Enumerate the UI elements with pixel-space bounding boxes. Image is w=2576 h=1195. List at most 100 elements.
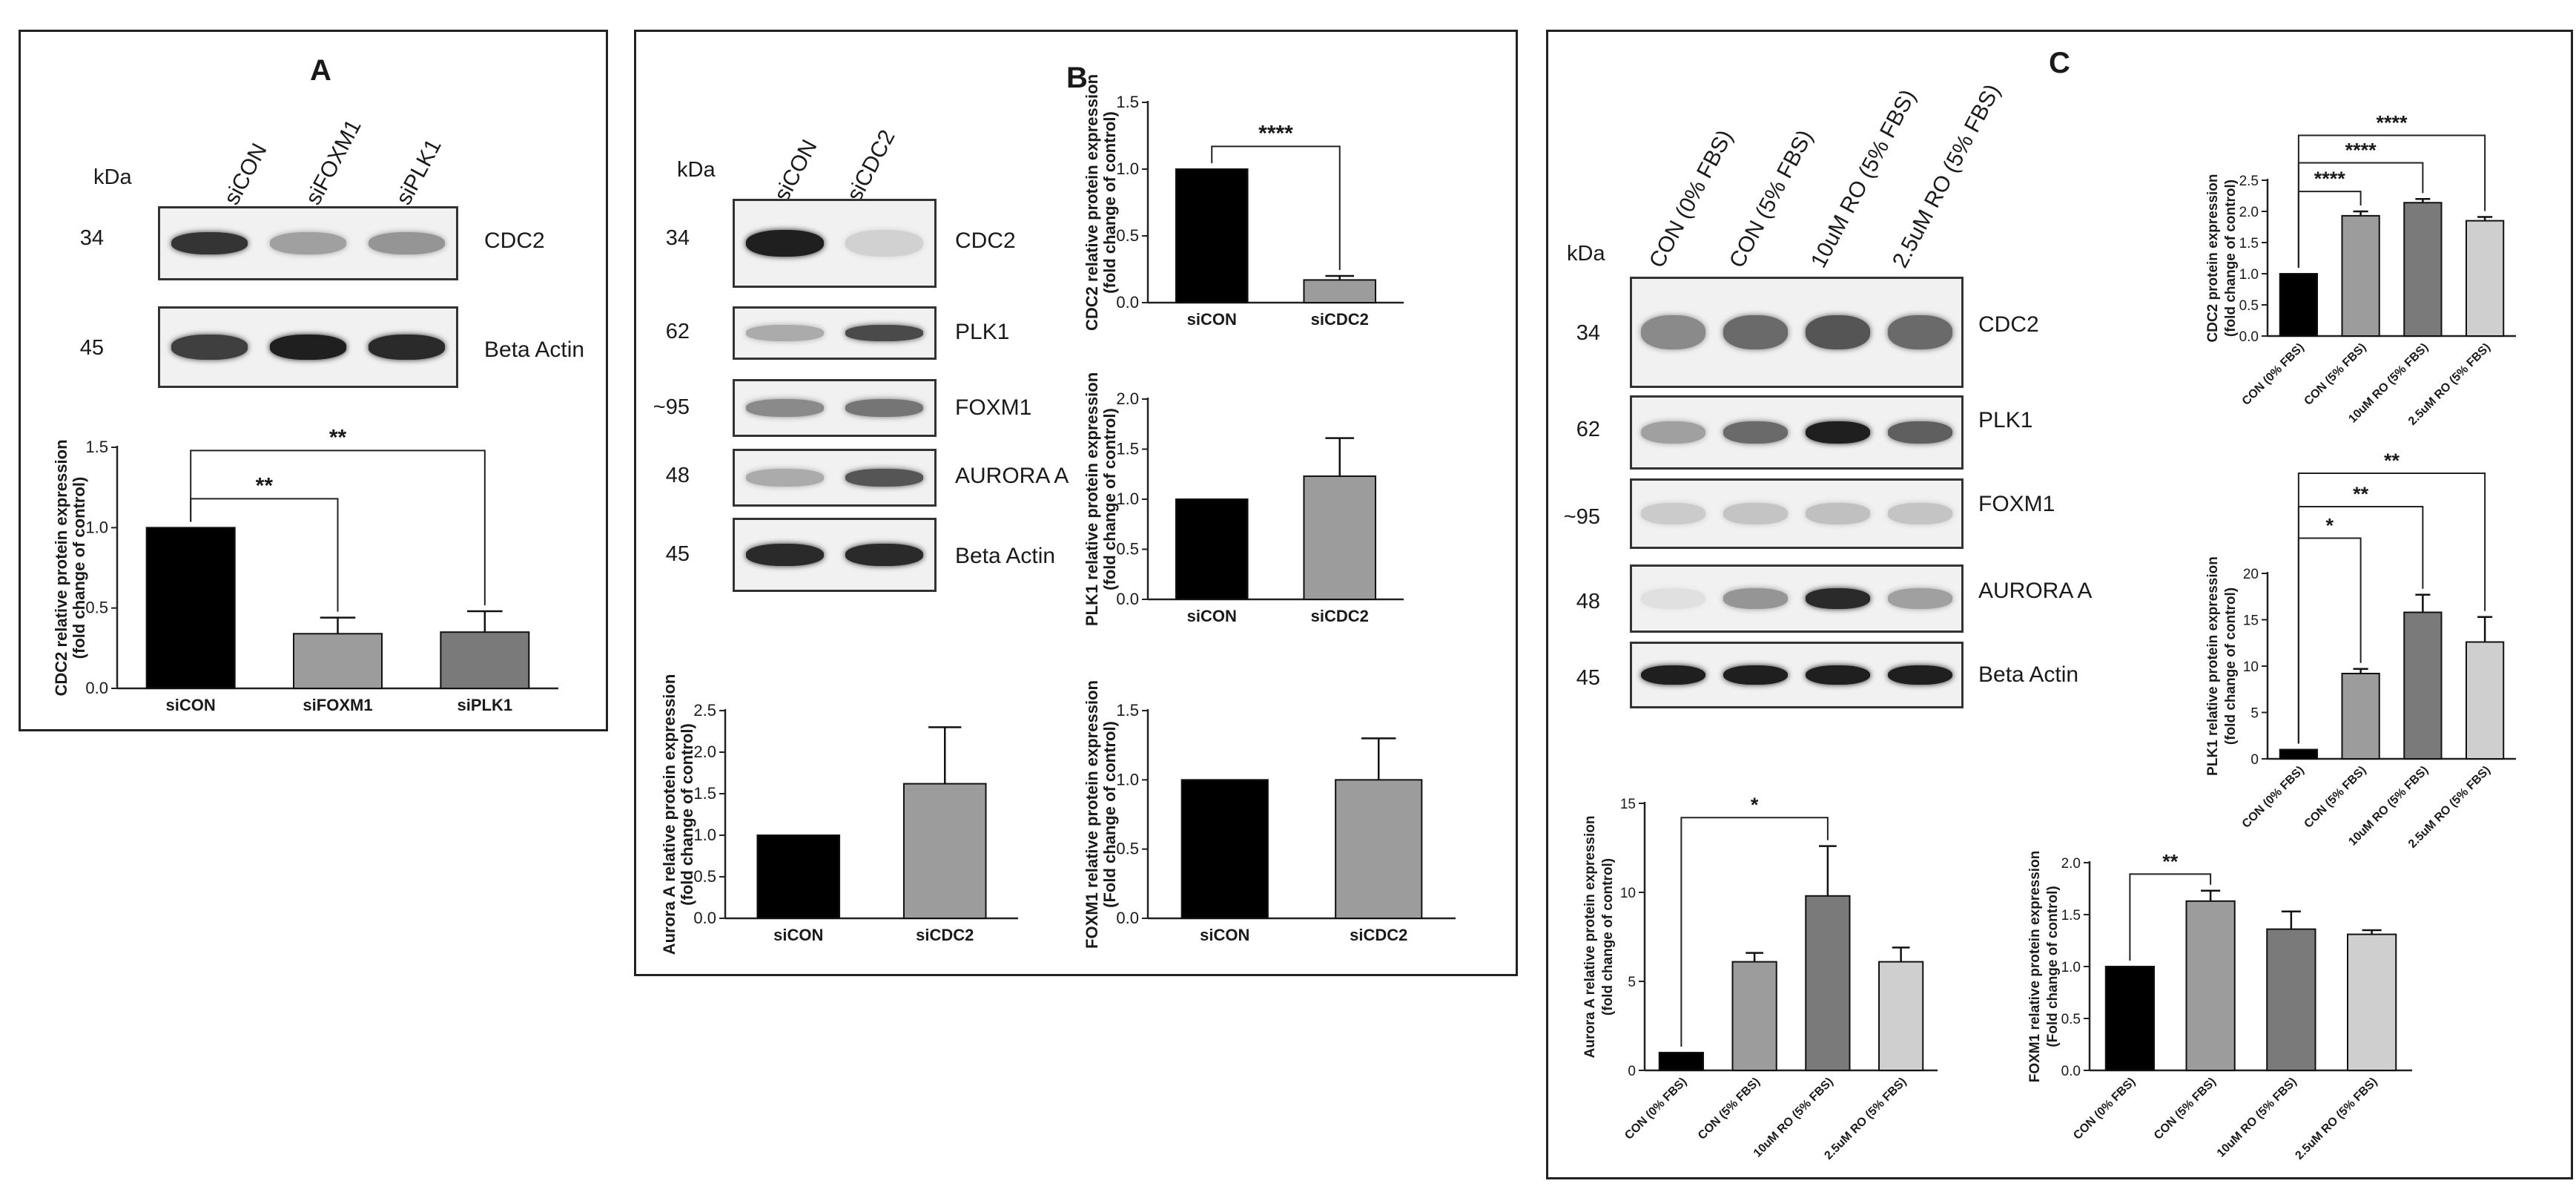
blot-band	[745, 399, 824, 417]
y-axis-label: (fold change of control)	[70, 477, 88, 659]
protein-label: CDC2	[955, 228, 1016, 253]
protein-label: FOXM1	[955, 395, 1032, 420]
bar	[1878, 961, 1924, 1071]
y-tick-label: 1.5	[1116, 701, 1139, 720]
x-tick-label: siCON	[773, 926, 823, 944]
protein-label: FOXM1	[1978, 492, 2055, 516]
protein-label: Beta Actin	[955, 544, 1056, 568]
bar	[2266, 928, 2316, 1071]
significance-bracket	[2129, 873, 2212, 961]
y-tick-label: 0.0	[2061, 1064, 2081, 1079]
blot-band	[1723, 588, 1788, 609]
lane-label: siCON	[219, 139, 272, 209]
x-tick-label: siCDC2	[916, 926, 974, 944]
y-tick-label: 0.0	[85, 679, 108, 697]
blot-band	[1888, 421, 1952, 444]
x-tick-label: CON (5% FBS)	[2302, 341, 2368, 408]
bar	[2279, 748, 2318, 760]
mw-label: 34	[1576, 321, 1600, 345]
y-axis-label: CDC2 relative protein expression	[52, 439, 70, 696]
bar	[1805, 895, 1851, 1071]
blot-band	[745, 229, 824, 257]
lane-label: siCON	[769, 136, 822, 205]
blot-band	[745, 325, 824, 341]
bar	[902, 783, 987, 919]
significance-label: **	[256, 473, 274, 498]
chart-a-cdc2: 0.0 0.5 1.0 1.5 CDC2 relative protein expres…	[52, 425, 558, 714]
significance-label: **	[2162, 850, 2179, 872]
y-tick-label: 1.5	[1116, 93, 1139, 111]
y-axis-label: (fold change of control)	[2223, 180, 2239, 337]
y-tick-label: 1.0	[85, 518, 108, 536]
bar	[2403, 202, 2443, 337]
mw-label: 62	[665, 320, 690, 343]
x-tick-label: CON (0% FBS)	[1622, 1076, 1689, 1142]
y-tick-label: 15	[1620, 797, 1636, 812]
x-tick-label: siCON	[1187, 310, 1237, 329]
y-axis-label: PLK1 relative protein expression	[2205, 556, 2221, 776]
significance-bracket	[2297, 473, 2486, 744]
x-tick-label: 2.5uM RO (5% FBS)	[2293, 1076, 2380, 1162]
bar	[2466, 220, 2505, 337]
blot-band	[269, 231, 347, 255]
panel-a: A kDa siCON siFOXM1 siPLK1 34 CDC2 45 Be…	[19, 30, 608, 731]
blot-band	[171, 231, 248, 255]
blot-band	[1641, 503, 1705, 524]
y-tick-label: 2.0	[1116, 389, 1139, 408]
protein-label: CDC2	[484, 228, 545, 253]
y-axis-label: (fold change of control)	[1600, 858, 1616, 1015]
significance-label: **	[2353, 483, 2369, 505]
blot-band	[1806, 421, 1870, 444]
y-axis-label: CDC2 relative protein expression	[1083, 74, 1101, 331]
blot-band	[1723, 315, 1788, 350]
bar	[1180, 779, 1269, 919]
western-blot-cdc2	[158, 206, 458, 280]
protein-label: AURORA A	[955, 464, 1069, 488]
y-tick-label: 5	[2250, 706, 2259, 722]
bar	[756, 834, 841, 919]
x-tick-label: siCON	[166, 696, 216, 714]
panel-b: B kDa siCON siCDC2 34 CDC2 62 PLK1 ~95 F…	[634, 30, 1518, 976]
y-axis-label: (fold change of control)	[1100, 408, 1119, 590]
y-tick-label: 2.5	[2239, 174, 2259, 189]
lane-label: siPLK1	[391, 135, 446, 209]
y-tick-label: 0.5	[693, 867, 716, 886]
y-tick-label: 0.5	[1116, 840, 1139, 858]
significance-label: ****	[1258, 121, 1293, 145]
kda-title-a: kDa	[93, 165, 132, 189]
y-tick-label: 0.5	[85, 599, 108, 617]
panel-c: C kDa CON (0% FBS) CON (5% FBS) 10uM RO …	[1546, 30, 2573, 1179]
bar	[2347, 933, 2397, 1071]
mw-label: ~95	[1563, 505, 1600, 529]
y-axis-label: (Fold change of control)	[1100, 721, 1119, 908]
lane-label: siCDC2	[842, 125, 900, 205]
significance-label: ****	[2376, 112, 2408, 134]
mw-label: 45	[1576, 666, 1600, 690]
blot-band	[845, 325, 924, 341]
significance-bracket	[1680, 817, 1829, 1047]
blot-band	[845, 543, 924, 567]
significance-label: *	[1751, 794, 1759, 816]
y-axis-label: FOXM1 relative protein expression	[1083, 680, 1101, 949]
y-axis-label: (fold change of control)	[2223, 587, 2239, 745]
blot-band	[1806, 315, 1870, 350]
y-tick-label: 2.0	[2239, 205, 2259, 220]
mw-label: 48	[1576, 590, 1600, 613]
blot-band	[1723, 665, 1788, 685]
panel-letter-a: A	[310, 54, 331, 87]
y-axis-label: (fold change of control)	[1100, 111, 1119, 294]
chart-b-foxm1: 0.0 0.5 1.0 1.5 FOXM1 relative protein expre…	[1083, 680, 1456, 949]
bar	[1658, 1052, 1704, 1071]
bar	[1731, 961, 1777, 1071]
bar	[2341, 673, 2380, 760]
x-tick-label: siCON	[1200, 926, 1249, 944]
y-tick-label: 0.0	[1116, 909, 1139, 927]
y-tick-label: 0.5	[1116, 540, 1139, 559]
bar	[293, 633, 383, 690]
x-tick-label: CON (0% FBS)	[2071, 1076, 2138, 1142]
bar	[1303, 279, 1377, 303]
bar	[2403, 611, 2443, 760]
y-tick-label: 0.5	[2239, 298, 2259, 314]
blot-band	[1888, 665, 1952, 685]
y-axis-label: Aurora A relative protein expression	[1582, 816, 1598, 1059]
